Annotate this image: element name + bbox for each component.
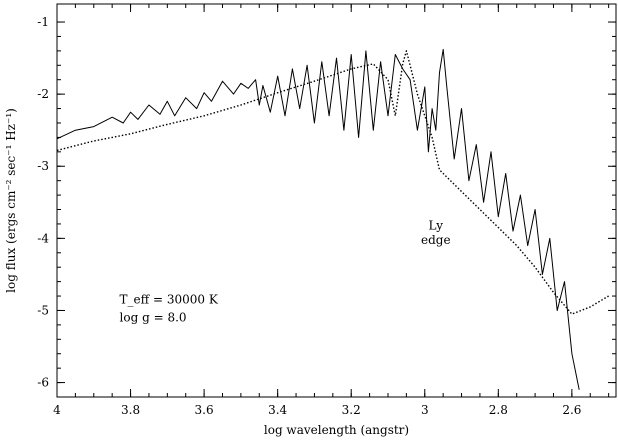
x-tick-label: 3 (421, 403, 429, 417)
x-tick-label: 3.8 (121, 403, 140, 417)
y-tick-label: -4 (37, 231, 49, 245)
annotation-text: Ly (429, 219, 444, 233)
x-tick-label: 2.6 (562, 403, 581, 417)
annotation-text: edge (421, 233, 451, 247)
x-axis-title: log wavelength (angstr) (264, 423, 409, 437)
x-tick-label: 4 (53, 403, 61, 417)
x-tick-label: 3.2 (342, 403, 361, 417)
y-tick-label: -1 (37, 15, 49, 29)
y-tick-label: -6 (37, 376, 49, 390)
x-tick-label: 3.4 (268, 403, 287, 417)
axis-ticks: 4 3.8 3.6 3.4 3.2 3 2.8 2.6 -1 -2 -3 -4 -5 -6 (37, 4, 616, 417)
x-tick-label: 2.8 (489, 403, 508, 417)
annotation-text: T_eff = 30000 K (120, 292, 219, 306)
plot-frame (56, 3, 617, 398)
annotation-text: log g = 8.0 (120, 310, 187, 324)
y-tick-label: -2 (37, 87, 49, 101)
dotted-continuum-line (56, 50, 609, 315)
solid-spectrum-line (56, 48, 580, 390)
y-axis-title: log flux (ergs cm⁻² sec⁻¹ Hz⁻¹) (4, 108, 18, 293)
series-group (56, 48, 609, 390)
x-tick-label: 3.6 (195, 403, 214, 417)
y-tick-label: -3 (37, 159, 49, 173)
y-tick-label: -5 (37, 303, 49, 317)
